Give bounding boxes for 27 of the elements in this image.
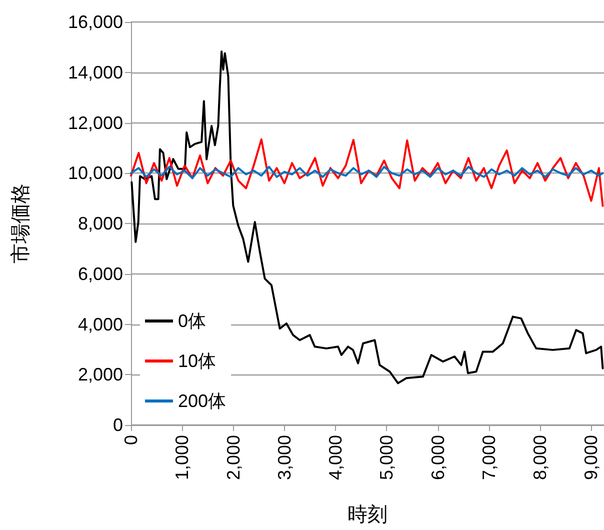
line-series xyxy=(130,166,604,180)
x-tick-label: 7,000 xyxy=(478,435,499,480)
x-tick-label: 6,000 xyxy=(428,435,448,480)
line-series xyxy=(130,138,604,207)
x-axis-title: 時刻 xyxy=(348,504,388,526)
x-tick-label: 5,000 xyxy=(376,435,397,480)
y-axis-title: 市場価格 xyxy=(10,184,32,264)
y-tick-label: 6,000 xyxy=(78,264,123,284)
line-series xyxy=(130,50,604,384)
x-tick-label: 4,000 xyxy=(326,435,346,480)
y-tick-label: 0 xyxy=(112,415,123,435)
legend-label: 200体 xyxy=(178,391,226,411)
x-tick-label: 2,000 xyxy=(223,435,244,480)
x-tick-label: 9,000 xyxy=(581,435,602,480)
x-tick-label: 3,000 xyxy=(274,435,294,480)
x-tick-label: 1,000 xyxy=(172,435,192,480)
y-tick-label: 10,000 xyxy=(68,163,123,184)
y-tick-label: 16,000 xyxy=(68,12,123,32)
y-tick-label: 8,000 xyxy=(78,214,123,234)
y-tick-label: 14,000 xyxy=(68,62,123,82)
x-tick-label: 0 xyxy=(121,435,141,446)
x-tick-label: 8,000 xyxy=(530,435,550,480)
legend-label: 10体 xyxy=(178,351,216,371)
y-tick-label: 12,000 xyxy=(68,112,123,133)
y-tick-label: 4,000 xyxy=(78,314,123,334)
y-tick-label: 2,000 xyxy=(78,364,123,385)
legend-label: 0体 xyxy=(178,311,206,331)
